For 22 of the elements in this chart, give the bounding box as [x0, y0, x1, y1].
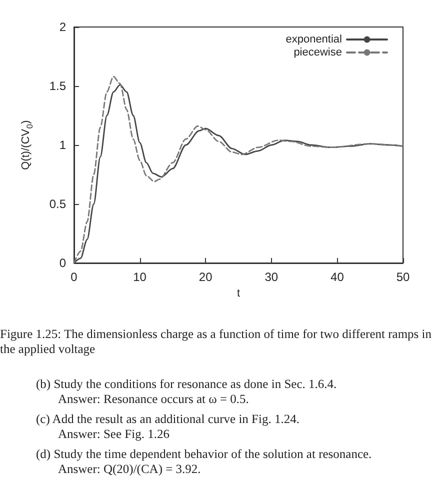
text: (c) Add the result as an additional curve in Fig. 1.24. [36, 412, 300, 427]
x-tick-label: 10 [133, 270, 147, 284]
y-tick-label: 2 [59, 20, 66, 34]
x-tick-label: 0 [70, 270, 78, 284]
text: Answer: Resonance occurs at ω = 0.5. [58, 392, 250, 407]
y-tick-label: 0 [59, 256, 66, 270]
x-tick-label: 20 [198, 270, 213, 284]
y-tick-label: 1.5 [49, 79, 66, 93]
y-axis-title: Q(t)/(CV0) [20, 120, 34, 170]
text: Answer: See Fig. 1.26 [58, 427, 170, 442]
x-tick-label: 40 [330, 270, 344, 284]
text: (b) Study the conditions for resonance as done in Sec. 1.6.4. [36, 377, 338, 392]
x-tick-label: 50 [396, 270, 410, 284]
legend-label: piecewise [294, 46, 342, 58]
x-tick-label: 30 [264, 270, 278, 284]
text: Answer: Q(20)/(CA) = 3.92. [58, 462, 202, 477]
x-axis-title: t [236, 287, 240, 300]
caption: Figure 1.25: The dimensionless charge as a function of time for two different ramps in the applied voltage [0, 327, 433, 357]
y-tick-label: 1 [59, 138, 66, 152]
y-tick-label: 0.5 [49, 197, 66, 211]
legend-label: exponential [286, 34, 342, 46]
text: (d) Study the time dependent behavior of the solution at resonance. [36, 447, 373, 462]
